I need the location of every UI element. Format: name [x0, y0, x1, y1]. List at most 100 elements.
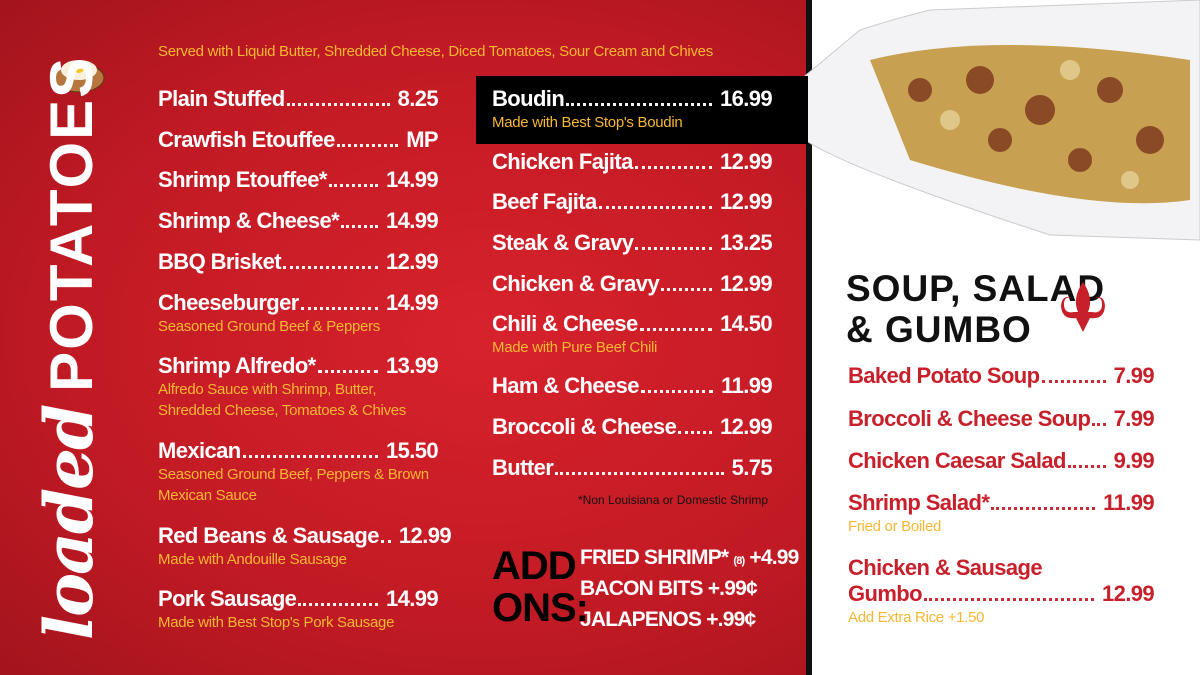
- menu-item: Butter 5.75: [492, 455, 773, 481]
- item-row: Broccoli & Cheese 12.99: [492, 414, 773, 440]
- item-price: 5.75: [731, 455, 773, 480]
- item-row: Baked Potato Soup 7.99: [848, 363, 1155, 389]
- item-row: Boudin 16.99: [492, 86, 773, 112]
- menu-item: Chicken Fajita 12.99: [492, 149, 773, 175]
- dot-leader: [635, 247, 712, 250]
- menu-item: Crawfish Etouffee MP: [158, 127, 439, 153]
- item-row: Red Beans & Sausage 12.99: [158, 523, 452, 549]
- menu-item: Chicken & Gravy 12.99: [492, 271, 773, 297]
- menu-item: Shrimp Alfredo* 13.99 Alfredo Sauce with S…: [158, 353, 439, 421]
- item-description: Made with Best Stop's Pork Sausage: [158, 614, 395, 631]
- intro-text: Served with Liquid Butter, Shredded Chee…: [158, 43, 713, 60]
- item-price: 14.99: [385, 208, 439, 233]
- menu-item: Broccoli & Cheese 12.99: [492, 414, 773, 440]
- addon-item: FRIED SHRIMP* (8) +4.99: [580, 546, 799, 570]
- item-row: Crawfish Etouffee MP: [158, 127, 439, 153]
- item-row: Shrimp Salad* 11.99: [848, 490, 1155, 516]
- dot-leader: [300, 307, 378, 310]
- item-description: Made with Pure Beef Chili: [492, 339, 658, 356]
- item-price: 12.99: [385, 249, 439, 274]
- addon-name: BACON BITS: [580, 577, 703, 600]
- dot-leader: [283, 266, 378, 269]
- item-price: 12.99: [1101, 581, 1155, 606]
- item-price: MP: [406, 127, 438, 152]
- item-description: Alfredo Sauce with Shrimp, Butter,: [158, 381, 377, 398]
- dot-leader: [317, 370, 378, 373]
- item-row: Chicken & Gravy 12.99: [492, 271, 773, 297]
- dot-leader: [341, 225, 378, 228]
- item-price: 8.25: [397, 86, 439, 111]
- item-description: Fried or Boiled: [848, 518, 942, 535]
- dot-leader: [328, 184, 378, 187]
- item-name: Shrimp Etouffee*: [158, 167, 327, 192]
- menu-item: Beef Fajita 12.99: [492, 189, 773, 215]
- item-name: Gumbo: [848, 581, 923, 606]
- menu-item: Ham & Cheese 11.99: [492, 373, 773, 399]
- divider: [806, 0, 812, 675]
- item-name: Pork Sausage: [158, 586, 297, 611]
- fleur-de-lis-icon: [1061, 282, 1105, 332]
- food-photo: [799, 0, 1200, 241]
- section-title: loaded POTATOES: [30, 56, 108, 640]
- item-price: 16.99: [719, 86, 773, 111]
- item-row: BBQ Brisket 12.99: [158, 249, 439, 275]
- menu-item: Pork Sausage 14.99 Made with Best Stop's P…: [158, 586, 439, 633]
- dot-leader: [1067, 465, 1106, 468]
- menu-item: Cheeseburger 14.99 Seasoned Ground Beef & …: [158, 290, 439, 337]
- item-price: 11.99: [721, 373, 772, 398]
- menu-item: Broccoli & Cheese Soup 7.99: [848, 406, 1155, 432]
- item-name: Broccoli & Cheese: [492, 414, 677, 439]
- item-description: Mexican Sauce: [158, 487, 257, 504]
- item-price: 14.99: [385, 586, 439, 611]
- dot-leader: [336, 144, 399, 147]
- dot-leader: [286, 103, 390, 106]
- item-row: Chicken Fajita 12.99: [492, 149, 773, 175]
- item-description: Shredded Cheese, Tomatoes & Chives: [158, 402, 407, 419]
- item-row: Chili & Cheese 14.50: [492, 311, 773, 337]
- item-description: Made with Best Stop's Boudin: [492, 114, 683, 131]
- title-block: POTATOES: [38, 55, 105, 392]
- dot-leader: [380, 540, 391, 543]
- item-row: Broccoli & Cheese Soup 7.99: [848, 406, 1155, 432]
- dot-leader: [991, 507, 1096, 510]
- item-description: Seasoned Ground Beef & Peppers: [158, 318, 380, 335]
- dot-leader: [1092, 423, 1106, 426]
- featured-highlight: [476, 76, 808, 144]
- soup-title-line1: SOUP, SALAD: [846, 268, 1106, 309]
- addons-title: ADD ONS:: [492, 545, 589, 630]
- item-row: Steak & Gravy 13.25: [492, 230, 773, 256]
- item-price: 12.99: [398, 523, 452, 548]
- item-row: Gumbo 12.99: [848, 581, 1155, 607]
- item-name: Chicken Caesar Salad: [848, 448, 1067, 473]
- item-price: 13.99: [385, 353, 439, 378]
- menu-item: Plain Stuffed 8.25: [158, 86, 439, 112]
- soup-section-title: SOUP, SALAD & GUMBO: [846, 268, 1105, 350]
- dot-leader: [924, 598, 1094, 601]
- item-name: Shrimp & Cheese*: [158, 208, 340, 233]
- item-price: 12.99: [719, 149, 773, 174]
- item-name: Beef Fajita: [492, 189, 597, 214]
- item-price: 14.99: [385, 290, 439, 315]
- item-name: Baked Potato Soup: [848, 363, 1040, 388]
- addons-title-line2: ONS:: [492, 586, 589, 630]
- item-name: Chili & Cheese: [492, 311, 638, 336]
- item-price: 14.50: [719, 311, 773, 336]
- item-name: Shrimp Alfredo*: [158, 353, 316, 378]
- addon-name: JALAPENOS: [580, 608, 702, 631]
- item-name: Steak & Gravy: [492, 230, 634, 255]
- item-price: 7.99: [1113, 363, 1155, 388]
- menu-item: Mexican 15.50 Seasoned Ground Beef, Pepper…: [158, 438, 439, 506]
- item-row: Mexican 15.50: [158, 438, 439, 464]
- item-row: Chicken Caesar Salad 9.99: [848, 448, 1155, 474]
- item-name: Chicken & Gravy: [492, 271, 660, 296]
- menu-item: Shrimp & Cheese* 14.99: [158, 208, 439, 234]
- dot-leader: [1041, 380, 1106, 383]
- item-name: BBQ Brisket: [158, 249, 282, 274]
- item-price: 11.99: [1103, 490, 1154, 515]
- dot-leader: [298, 603, 378, 606]
- dot-leader: [640, 390, 714, 393]
- dot-leader: [661, 288, 712, 291]
- item-price: 12.99: [719, 271, 773, 296]
- item-name: Mexican: [158, 438, 241, 463]
- item-name: Crawfish Etouffee: [158, 127, 335, 152]
